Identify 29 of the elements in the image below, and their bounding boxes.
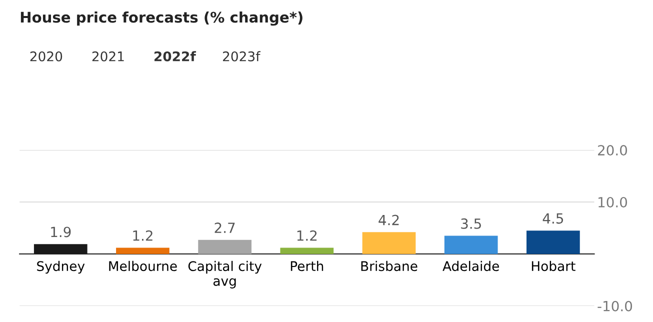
chart-title: House price forecasts (% change*) xyxy=(20,11,302,26)
bar xyxy=(34,244,88,254)
y-tick-label: 10.0 xyxy=(598,196,628,208)
x-tick-label: Capital city avg xyxy=(188,260,262,288)
bar xyxy=(362,232,416,254)
bar xyxy=(116,248,170,254)
x-tick-label: Hobart xyxy=(532,260,576,272)
x-tick-label: Melbourne xyxy=(109,260,177,272)
data-label: 3.5 xyxy=(461,218,481,229)
data-label: 2.7 xyxy=(214,222,235,233)
x-tick-label: Perth xyxy=(290,260,324,272)
bar xyxy=(280,248,334,254)
bar xyxy=(526,230,580,254)
text: 2023f xyxy=(222,51,260,62)
x-tick-label: Sydney xyxy=(37,260,85,274)
y-tick-label: 20.0 xyxy=(598,145,628,156)
text: 2020 xyxy=(30,51,62,62)
bar xyxy=(198,240,252,254)
text: 2022f xyxy=(154,51,196,62)
data-label: 1.2 xyxy=(133,230,152,241)
text: 2021 xyxy=(92,51,124,62)
data-label: 4.5 xyxy=(542,213,564,224)
x-tick-label: Adelaide xyxy=(442,260,499,272)
y-tick-label: -10.0 xyxy=(598,300,632,312)
data-label: 1.9 xyxy=(51,226,71,238)
data-label: 4.2 xyxy=(378,214,399,226)
x-tick-label: Brisbane xyxy=(361,260,418,272)
bar xyxy=(444,236,498,254)
data-label: 1.2 xyxy=(297,230,317,241)
